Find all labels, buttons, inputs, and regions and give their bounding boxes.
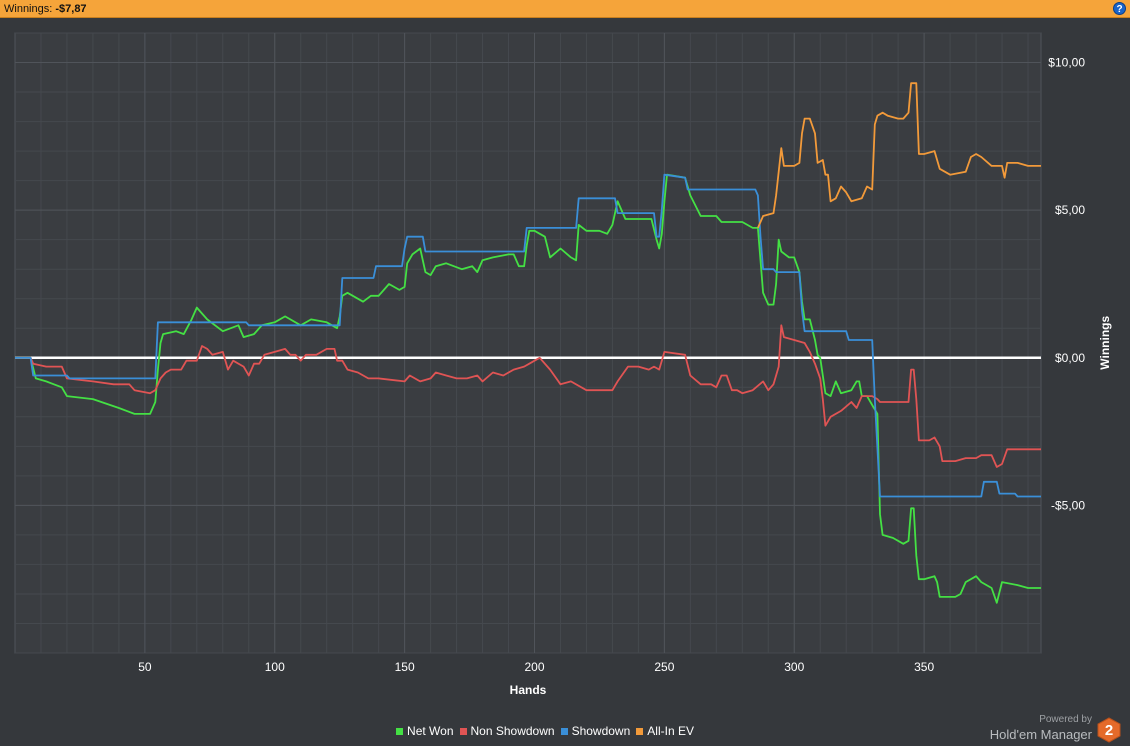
legend-swatch [459,728,467,736]
series-line-all-in-ev [757,82,1041,229]
legend-item-all-in-ev[interactable]: All-In EV [636,724,694,738]
legend-label: Net Won [407,724,454,738]
winnings-value: -$7,87 [55,3,87,15]
x-tick-label: 50 [138,660,152,674]
legend-swatch [636,728,644,736]
plot-area [14,32,1042,654]
x-axis-title: Hands [510,683,547,697]
y-tick-label: $5,00 [1055,203,1085,217]
series-line-showdown [15,173,1041,498]
legend-label: Showdown [571,724,631,738]
logo-number: 2 [1105,722,1113,739]
series-line-net-won [15,173,1041,604]
x-tick-label: 200 [524,660,544,674]
legend-item-showdown[interactable]: Showdown [560,724,631,738]
x-tick-label: 300 [784,660,804,674]
legend-label: All-In EV [647,724,694,738]
powered-by-branding: Powered by Hold'em Manager [990,714,1092,742]
y-axis-ticks: $10,00 $5,00 $0,00 -$5,00 [1048,56,1085,513]
legend-item-non-showdown[interactable]: Non Showdown [459,724,555,738]
x-tick-label: 150 [395,660,415,674]
legend-swatch [560,728,568,736]
x-tick-label: 100 [265,660,285,674]
minor-gridlines [15,32,1041,654]
y-tick-label: $0,00 [1055,351,1085,365]
winnings-label: Winnings: [4,3,53,15]
legend-label: Non Showdown [470,724,555,738]
holdem-manager-logo-icon: 2 [1097,717,1121,743]
help-icon[interactable]: ? [1113,2,1126,15]
x-axis-ticks: 50 100 150 200 250 300 350 [138,660,934,674]
chart-legend: Net Won Non Showdown Showdown All-In EV [0,724,1090,738]
powered-by-text: Powered by [1039,714,1092,725]
winnings-header: Winnings: -$7,87 ? [0,0,1130,18]
series-lines [15,82,1041,604]
x-tick-label: 350 [914,660,934,674]
product-name: Hold'em Manager [989,727,1092,742]
winnings-chart: 50 100 150 200 250 300 350 $10,00 $5,00 $0,00 -$5… [14,32,1112,697]
legend-swatch [396,728,404,736]
y-axis-title: Winnings [1098,315,1112,369]
y-tick-label: $10,00 [1048,56,1085,70]
series-line-non-showdown [15,324,1041,468]
x-tick-label: 250 [654,660,674,674]
y-tick-label: -$5,00 [1051,498,1085,512]
winnings-summary: Winnings: -$7,87 [4,0,87,18]
legend-item-net-won[interactable]: Net Won [396,724,454,738]
